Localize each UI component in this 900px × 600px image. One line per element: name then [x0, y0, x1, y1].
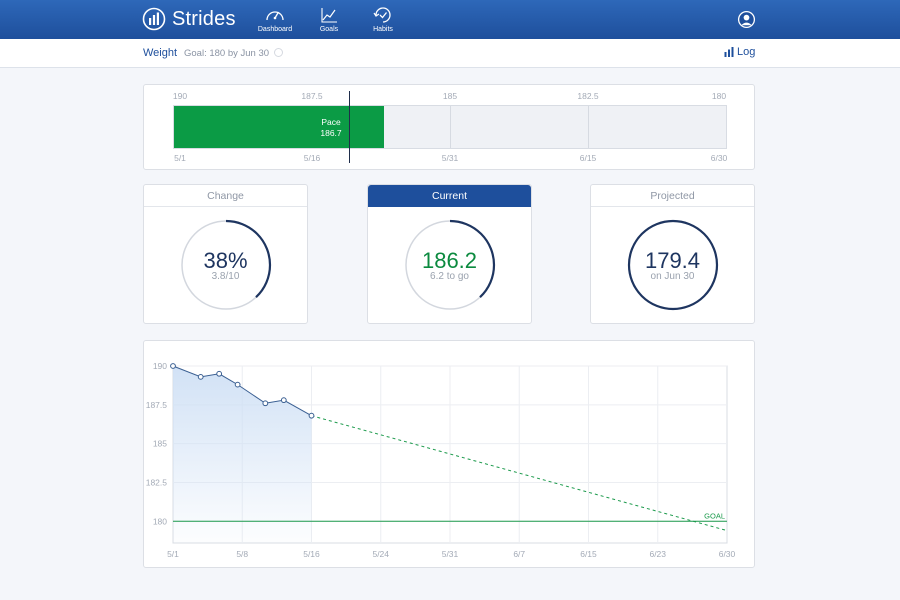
pace-scale-top: 190	[172, 91, 188, 101]
projected-value: 179.4	[644, 248, 701, 273]
pace-label-title: Pace	[321, 117, 341, 127]
pace-scale-bottom: 6/30	[710, 153, 728, 163]
weight-point	[197, 373, 204, 380]
x-tick-label: 6/23	[649, 549, 666, 559]
change-value: 38%	[203, 248, 248, 273]
x-tick-label: 5/24	[372, 549, 389, 559]
change-detail: 3.8/10	[211, 271, 240, 282]
weight-point	[280, 397, 287, 404]
loading-spinner-icon	[274, 48, 283, 57]
weight-line-chart: 5/1 5/8 5/16 5/24 5/31 6/7 6/15 6/23 6/30 190 187.…	[146, 361, 736, 559]
y-tick-label: 180	[153, 516, 167, 526]
y-tick-label: 190	[153, 361, 167, 371]
pace-scale-top: 182.5	[577, 91, 599, 101]
app-name: Strides	[172, 7, 236, 30]
y-tick-label: 187.5	[146, 400, 168, 410]
weight-point	[170, 363, 176, 369]
habit-check-icon	[373, 7, 391, 23]
strides-logo-icon	[142, 7, 166, 31]
pace-gridline	[588, 106, 589, 148]
pace-scale-bottom: 5/31	[441, 153, 459, 163]
pace-card: 190 187.5 185 182.5 180 Pace 186.7 5/1 5…	[143, 84, 755, 170]
pace-track	[173, 105, 727, 149]
weight-point	[262, 400, 269, 407]
line-chart-icon	[321, 8, 337, 23]
current-tab[interactable]: Current	[368, 185, 531, 207]
log-button-label: Log	[737, 46, 756, 58]
pace-marker	[349, 91, 350, 163]
log-button[interactable]: Log	[724, 46, 755, 58]
current-card[interactable]: Current 186.2 6.2 to go	[367, 184, 532, 324]
nav-dashboard-label: Dashboard	[257, 26, 293, 33]
pace-scale-bottom: 5/16	[303, 153, 321, 163]
nav-dashboard[interactable]: Dashboard	[245, 6, 305, 33]
weight-chart-card: 5/1 5/8 5/16 5/24 5/31 6/7 6/15 6/23 6/30 190 187.…	[143, 340, 755, 568]
weight-area	[173, 366, 312, 543]
page-title: Weight	[143, 47, 178, 59]
pace-scale-top: 187.5	[301, 91, 323, 101]
weight-point	[234, 381, 241, 388]
current-detail: 6.2 to go	[430, 271, 469, 282]
weight-point	[308, 412, 315, 419]
current-progress-ring	[404, 219, 496, 311]
top-nav-bar: Strides Dashboard Goals Habits	[0, 0, 900, 39]
projected-progress-ring	[627, 219, 719, 311]
pace-label: Pace 186.7	[320, 117, 341, 139]
pace-scale-top: 180	[711, 91, 727, 101]
y-tick-label: 185	[153, 439, 167, 449]
change-tab[interactable]: Change	[144, 185, 307, 207]
x-tick-label: 5/31	[442, 549, 459, 559]
weight-point	[216, 370, 223, 377]
nav-goals[interactable]: Goals	[299, 6, 359, 33]
projected-detail: on Jun 30	[650, 271, 695, 282]
x-tick-label: 6/7	[513, 549, 525, 559]
pace-label-value: 186.7	[320, 128, 342, 138]
projected-card[interactable]: Projected 179.4 on Jun 30	[590, 184, 755, 324]
current-value: 186.2	[421, 248, 478, 273]
change-card[interactable]: Change 38% 3.8/10	[143, 184, 308, 324]
gauge-icon	[266, 11, 284, 21]
nav-habits-label: Habits	[373, 26, 393, 33]
x-tick-label: 5/1	[167, 549, 179, 559]
pace-scale-bottom: 5/1	[174, 153, 186, 163]
x-tick-label: 5/8	[236, 549, 248, 559]
bar-chart-icon	[724, 47, 734, 57]
goal-summary: Goal: 180 by Jun 30	[184, 48, 270, 59]
pace-scale-bottom: 6/15	[579, 153, 597, 163]
goal-label: GOAL	[704, 511, 725, 520]
y-tick-label: 182.5	[146, 477, 168, 487]
user-profile-icon[interactable]	[737, 10, 756, 29]
x-tick-label: 6/30	[719, 549, 736, 559]
pace-gridline	[450, 106, 451, 148]
pace-progress-fill	[174, 106, 384, 148]
sub-header: Weight Goal: 180 by Jun 30 Log	[0, 39, 900, 68]
pace-scale-top: 185	[442, 91, 458, 101]
nav-goals-label: Goals	[319, 26, 339, 33]
change-progress-ring	[180, 219, 272, 311]
projected-tab[interactable]: Projected	[591, 185, 754, 207]
x-tick-label: 6/15	[580, 549, 597, 559]
app-logo[interactable]: Strides	[142, 7, 236, 31]
x-tick-label: 5/16	[303, 549, 320, 559]
nav-habits[interactable]: Habits	[353, 6, 413, 33]
